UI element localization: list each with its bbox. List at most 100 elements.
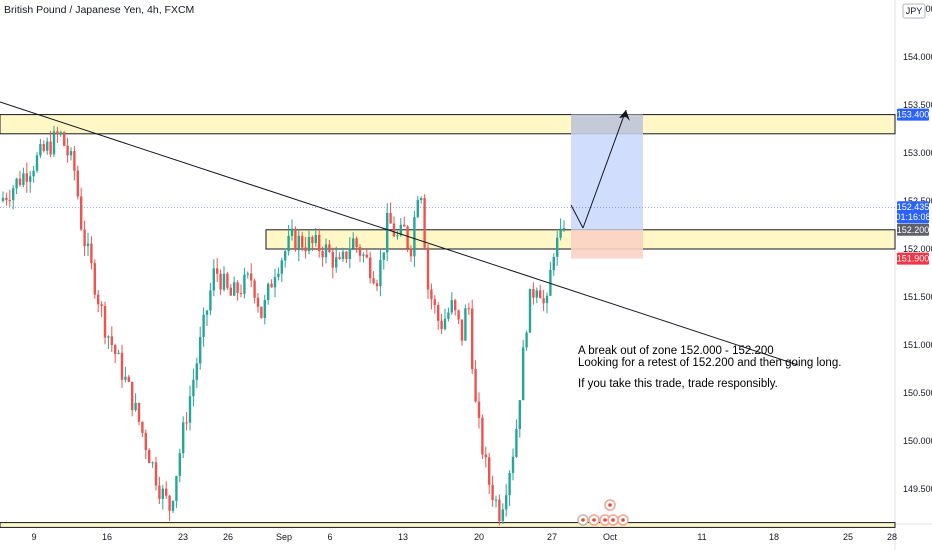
price-tick-label: 149.500 [903,484,932,494]
annotation-text: A break out of zone 152.000 - 152.200 Lo… [578,345,841,390]
position-stop-area[interactable] [571,229,643,259]
candle-body [103,305,107,338]
time-tick-label: 11 [697,532,706,542]
candle-body [222,273,226,290]
projection-line-up[interactable] [582,109,627,229]
time-tick-label: 25 [843,532,853,542]
candle-body [59,132,62,135]
candle-body [396,235,399,237]
candle-body [358,247,362,256]
drawing-lines-layer[interactable] [0,101,895,366]
candle-body [236,282,239,294]
candle-body [365,254,368,258]
candle-body [304,247,307,252]
annotation-line-3: If you take this trade, trade responsibl… [578,378,778,390]
candle-body [110,336,113,346]
candle-body [195,363,198,380]
candle-body [263,300,266,318]
candle-body [8,199,11,201]
candle-body [80,196,83,230]
candle-body [250,273,253,281]
candle-body [141,421,144,433]
candle-body [114,345,117,354]
candle-body [348,248,351,259]
price-tag-value: 152.435 [897,202,930,212]
candle-body [69,151,73,156]
candle-body [420,198,423,201]
candle-body [528,288,532,333]
candle-body [375,283,379,287]
price-tag-countdown: 01:16:08 [895,212,930,222]
candle-body [192,379,195,397]
candle-body [253,280,256,298]
candle-body [511,456,515,473]
candle-body [471,308,474,370]
candle-body [219,273,222,290]
candle-body [369,257,372,279]
candle-body [423,198,426,248]
candle-body [267,283,270,301]
candle-body [212,268,215,291]
event-marker-dot [608,503,612,507]
candle-body [100,304,103,306]
event-marker-dot [581,518,585,522]
candle-body [52,131,56,155]
price-tag-value: 152.200 [897,225,930,235]
event-marker-dot [592,518,596,522]
candle-body [525,332,528,348]
candle-body [5,197,8,200]
price-tag-value: 153.400 [897,110,930,120]
candle-body [270,283,273,288]
price-axis[interactable]: 149.500 150.000 150.500 151.000 151.500 152.0… [903,4,932,494]
candle-body [73,151,76,171]
candle-body [256,297,260,307]
projection-line-retest[interactable] [570,204,584,229]
candle-body [474,369,477,402]
time-axis[interactable]: 9 16 23 26 Sep 6 13 20 27 Oct 11 18 25 28 [31,532,897,542]
time-tick-label: 9 [31,532,36,542]
candle-body [287,235,290,252]
candle-body [382,252,385,260]
candle-body [202,314,205,338]
candle-body [307,236,311,252]
long-position-layer[interactable] [571,114,643,259]
candle-body [518,400,521,430]
candle-body [457,310,460,320]
candle-body [433,299,436,306]
currency-badge: JPY [902,3,926,19]
candle-body [124,376,127,380]
candle-body [280,260,283,274]
candle-body [63,132,66,146]
candle-body [498,499,501,522]
candle-body [86,243,90,247]
candle-body [229,287,232,296]
candle-body [15,178,18,189]
candle-body [127,376,130,382]
trendline[interactable] [0,101,799,366]
position-zone-overlap [571,114,643,134]
candle-body [430,289,433,300]
candle-body [185,422,188,424]
candle-body [35,155,39,171]
candle-body [297,235,300,251]
event-markers-layer[interactable] [577,499,629,526]
event-marker-dot [603,518,607,522]
candle-body [209,290,212,311]
candle-body [488,457,491,485]
candle-body [29,176,32,182]
candle-body [233,282,236,296]
candle-body [447,312,450,319]
price-tick-label: 151.500 [903,292,932,302]
candle-body [379,259,382,287]
candle-body [178,453,181,477]
candle-body [158,485,161,499]
candle-body [501,509,504,522]
time-tick-label: 26 [223,532,233,542]
annotation-line-2: Looking for a retest of 152.200 and then… [578,357,841,369]
candle-body [505,495,508,510]
candle-body [1,197,5,201]
candle-body [467,308,470,310]
zones-layer [0,114,896,528]
